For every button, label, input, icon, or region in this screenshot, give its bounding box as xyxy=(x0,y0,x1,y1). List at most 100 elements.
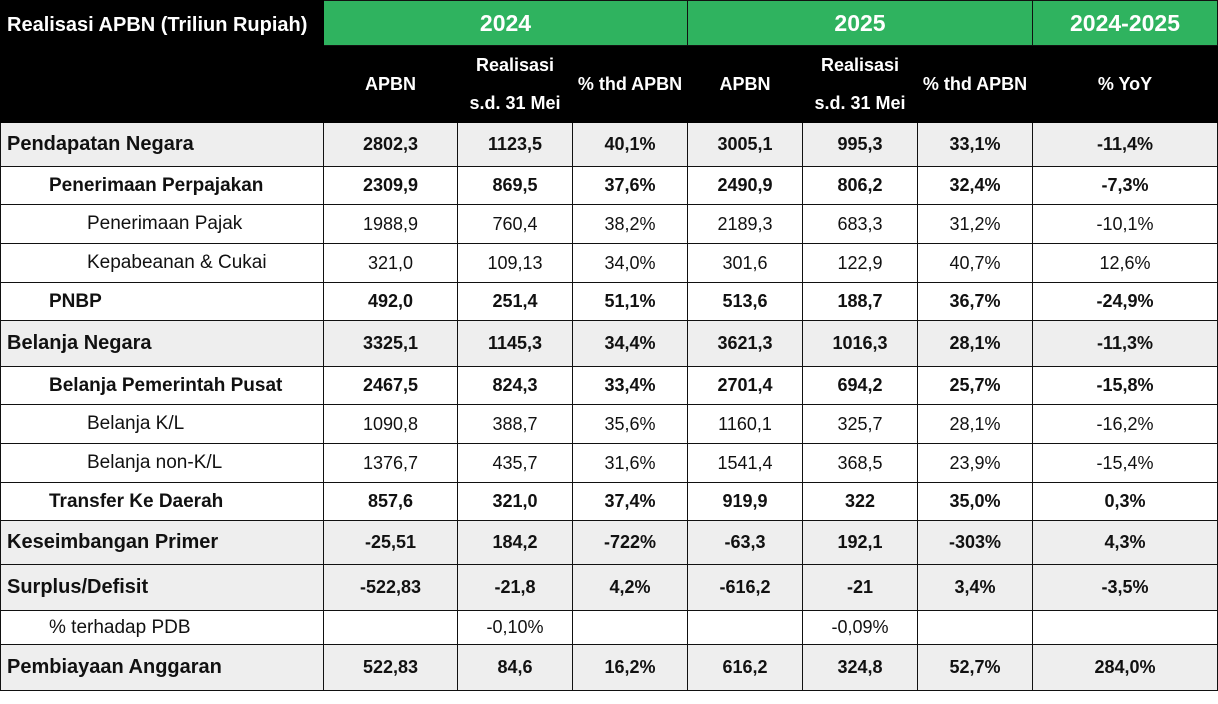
table-cell: -16,2% xyxy=(1032,404,1218,444)
table-row: Keseimbangan Primer -25,51 184,2 -722% -63,3… xyxy=(0,520,1218,565)
table-cell: -24,9% xyxy=(1032,282,1218,321)
table-cell: 28,1% xyxy=(917,404,1033,444)
table-cell: 869,5 xyxy=(457,166,573,205)
table-cell: 368,5 xyxy=(802,443,918,483)
table-cell: 1160,1 xyxy=(687,404,803,444)
table-cell: -616,2 xyxy=(687,564,803,611)
table-cell: 3621,3 xyxy=(687,320,803,367)
table-row: % terhadap PDB -0,10% -0,09% xyxy=(0,610,1218,645)
table-cell: 2189,3 xyxy=(687,204,803,244)
table-cell: 492,0 xyxy=(323,282,458,321)
row-label: Pendapatan Negara xyxy=(0,122,324,167)
table-cell: 522,83 xyxy=(323,644,458,691)
table-row: PNBP 492,0 251,4 51,1% 513,6 188,7 36,7% -24,9% xyxy=(0,282,1218,321)
table-row: Kepabeanan & Cukai 321,0 109,13 34,0% 301,6 1… xyxy=(0,243,1218,283)
column-header-apbn-2025: APBN xyxy=(687,45,803,123)
table-cell: -522,83 xyxy=(323,564,458,611)
table-cell: -21 xyxy=(802,564,918,611)
table-cell: 109,13 xyxy=(457,243,573,283)
table-cell: -15,4% xyxy=(1032,443,1218,483)
table-cell: 28,1% xyxy=(917,320,1033,367)
table-cell: 188,7 xyxy=(802,282,918,321)
table-cell: 435,7 xyxy=(457,443,573,483)
table-cell: 25,7% xyxy=(917,366,1033,405)
table-cell: 84,6 xyxy=(457,644,573,691)
table-cell: 40,7% xyxy=(917,243,1033,283)
table-cell: 995,3 xyxy=(802,122,918,167)
table-row: Surplus/Defisit -522,83 -21,8 4,2% -616,2 -21… xyxy=(0,564,1218,611)
table-row: Penerimaan Perpajakan 2309,9 869,5 37,6% 249… xyxy=(0,166,1218,205)
table-cell: 2490,9 xyxy=(687,166,803,205)
table-cell: 2309,9 xyxy=(323,166,458,205)
table-cell: 36,7% xyxy=(917,282,1033,321)
row-label: Keseimbangan Primer xyxy=(0,520,324,565)
table-row: Belanja Pemerintah Pusat 2467,5 824,3 33,4%… xyxy=(0,366,1218,405)
year-header-2024-2025: 2024-2025 xyxy=(1032,0,1218,46)
table-cell: 3,4% xyxy=(917,564,1033,611)
table-cell: 919,9 xyxy=(687,482,803,521)
table-cell: -0,09% xyxy=(802,610,918,645)
table-row: Penerimaan Pajak 1988,9 760,4 38,2% 2189,3 68… xyxy=(0,204,1218,244)
table-cell: 1123,5 xyxy=(457,122,573,167)
table-cell: 806,2 xyxy=(802,166,918,205)
table-cell: 1376,7 xyxy=(323,443,458,483)
table-cell: 31,2% xyxy=(917,204,1033,244)
table-cell: -303% xyxy=(917,520,1033,565)
table-cell: -15,8% xyxy=(1032,366,1218,405)
column-header-pct-apbn-2025: % thd APBN xyxy=(917,45,1033,123)
table-cell: 1541,4 xyxy=(687,443,803,483)
row-label: Belanja non-K/L xyxy=(0,443,324,483)
table-cell: -10,1% xyxy=(1032,204,1218,244)
table-cell: 34,4% xyxy=(572,320,688,367)
row-label: Belanja Negara xyxy=(0,320,324,367)
table-cell: 52,7% xyxy=(917,644,1033,691)
table-cell: -11,4% xyxy=(1032,122,1218,167)
column-header-pct-apbn-2024: % thd APBN xyxy=(572,45,688,123)
table-cell xyxy=(1032,610,1218,645)
row-label: Penerimaan Perpajakan xyxy=(0,166,324,205)
column-header-realisasi-2024: Realisasi s.d. 31 Mei xyxy=(457,45,573,123)
row-label: Penerimaan Pajak xyxy=(0,204,324,244)
table-cell: 321,0 xyxy=(323,243,458,283)
table-cell: 31,6% xyxy=(572,443,688,483)
table-title: Realisasi APBN (Triliun Rupiah) xyxy=(0,0,324,123)
table-cell: 3325,1 xyxy=(323,320,458,367)
table-cell: 324,8 xyxy=(802,644,918,691)
table-cell: 301,6 xyxy=(687,243,803,283)
column-header-realisasi-2025: Realisasi s.d. 31 Mei xyxy=(802,45,918,123)
table-row: Pendapatan Negara 2802,3 1123,5 40,1% 3005,1… xyxy=(0,122,1218,167)
table-cell: 322 xyxy=(802,482,918,521)
table-cell: 1090,8 xyxy=(323,404,458,444)
table-row: Belanja Negara 3325,1 1145,3 34,4% 3621,3 101… xyxy=(0,320,1218,367)
table-cell: 23,9% xyxy=(917,443,1033,483)
table-cell: 51,1% xyxy=(572,282,688,321)
table-cell: 1988,9 xyxy=(323,204,458,244)
table-cell: 388,7 xyxy=(457,404,573,444)
table-cell: 0,3% xyxy=(1032,482,1218,521)
table-cell: 16,2% xyxy=(572,644,688,691)
row-label: Transfer Ke Daerah xyxy=(0,482,324,521)
table-cell: 32,4% xyxy=(917,166,1033,205)
table-cell: 122,9 xyxy=(802,243,918,283)
table-row: Pembiayaan Anggaran 522,83 84,6 16,2% 616,2 3… xyxy=(0,644,1218,691)
table-cell xyxy=(572,610,688,645)
table-cell: 184,2 xyxy=(457,520,573,565)
row-label: Surplus/Defisit xyxy=(0,564,324,611)
table-cell: 4,3% xyxy=(1032,520,1218,565)
table-cell: -3,5% xyxy=(1032,564,1218,611)
table-cell: 824,3 xyxy=(457,366,573,405)
row-label: Belanja Pemerintah Pusat xyxy=(0,366,324,405)
table-cell: 33,1% xyxy=(917,122,1033,167)
table-cell: 192,1 xyxy=(802,520,918,565)
row-label: Kepabeanan & Cukai xyxy=(0,243,324,283)
table-cell xyxy=(687,610,803,645)
table-row: Transfer Ke Daerah 857,6 321,0 37,4% 919,9 32… xyxy=(0,482,1218,521)
table-cell: -21,8 xyxy=(457,564,573,611)
table-cell: -25,51 xyxy=(323,520,458,565)
column-header-apbn-2024: APBN xyxy=(323,45,458,123)
table-cell: 321,0 xyxy=(457,482,573,521)
year-header-2025: 2025 xyxy=(687,0,1033,46)
table-cell: -722% xyxy=(572,520,688,565)
table-cell: 683,3 xyxy=(802,204,918,244)
